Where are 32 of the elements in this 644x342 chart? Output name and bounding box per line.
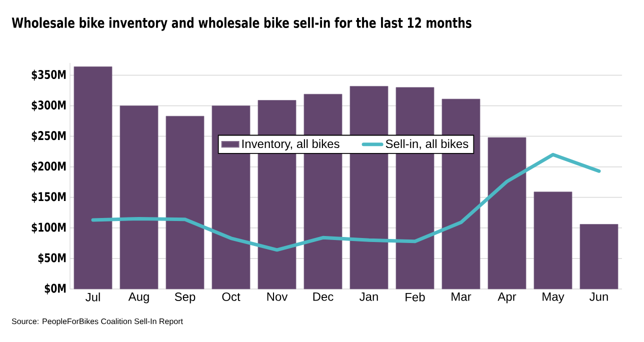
chart-title: Wholesale bike inventory and wholesale bike sell-in for the last 12 months [12,17,472,31]
y-tick-label: $300M [32,100,66,112]
x-tick-label: Mar [452,292,472,301]
legend-label: Inventory, all bikes [242,139,340,150]
y-tick-label: $150M [32,192,66,203]
y-tick-label: $350M [32,70,66,81]
x-tick-label: Jul [86,292,100,302]
x-tick-label: Apr [498,292,516,304]
bar [580,224,618,290]
y-tick-label: $50M [38,253,66,264]
x-tick-label: Nov [267,292,288,301]
bar [74,66,112,290]
x-tick-label: May [542,292,564,304]
legend-label: Sell-in, all bikes [386,139,468,150]
x-tick-label: Aug [128,292,149,304]
x-tick-label: Oct [222,292,240,302]
y-tick-label: $0M [44,284,66,294]
source-note: Source: PeopleForBikes Coalition Sell-In Report [12,318,183,326]
line-series [91,152,601,252]
bar [166,116,204,290]
bar [442,98,480,290]
y-tick-label: $200M [32,161,66,172]
x-tick-label: Jun [590,292,608,301]
bar [120,106,158,290]
x-tick-label: Jan [360,292,378,301]
x-tick-label: Sep [174,292,196,304]
x-tick-label: Feb [406,292,425,302]
bar [488,137,526,290]
x-tick-label: Dec [313,292,334,301]
y-tick-label: $250M [32,130,66,142]
bar [534,192,572,290]
y-tick-label: $100M [32,222,66,234]
